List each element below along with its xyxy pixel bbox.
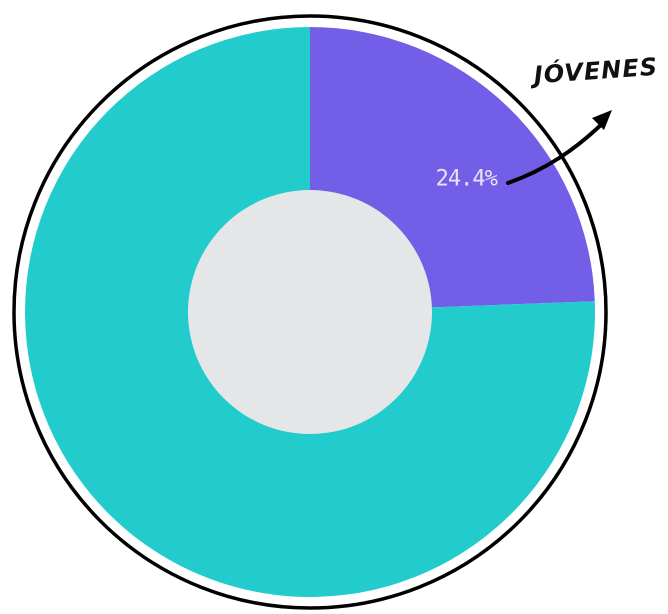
annotation: JÓVENES — [529, 51, 659, 90]
donut-hole — [188, 190, 432, 434]
annotation-arrow — [506, 120, 606, 185]
value-label: 24.4% — [436, 166, 498, 191]
arrow-head — [592, 110, 612, 130]
outer-ring — [12, 14, 608, 610]
